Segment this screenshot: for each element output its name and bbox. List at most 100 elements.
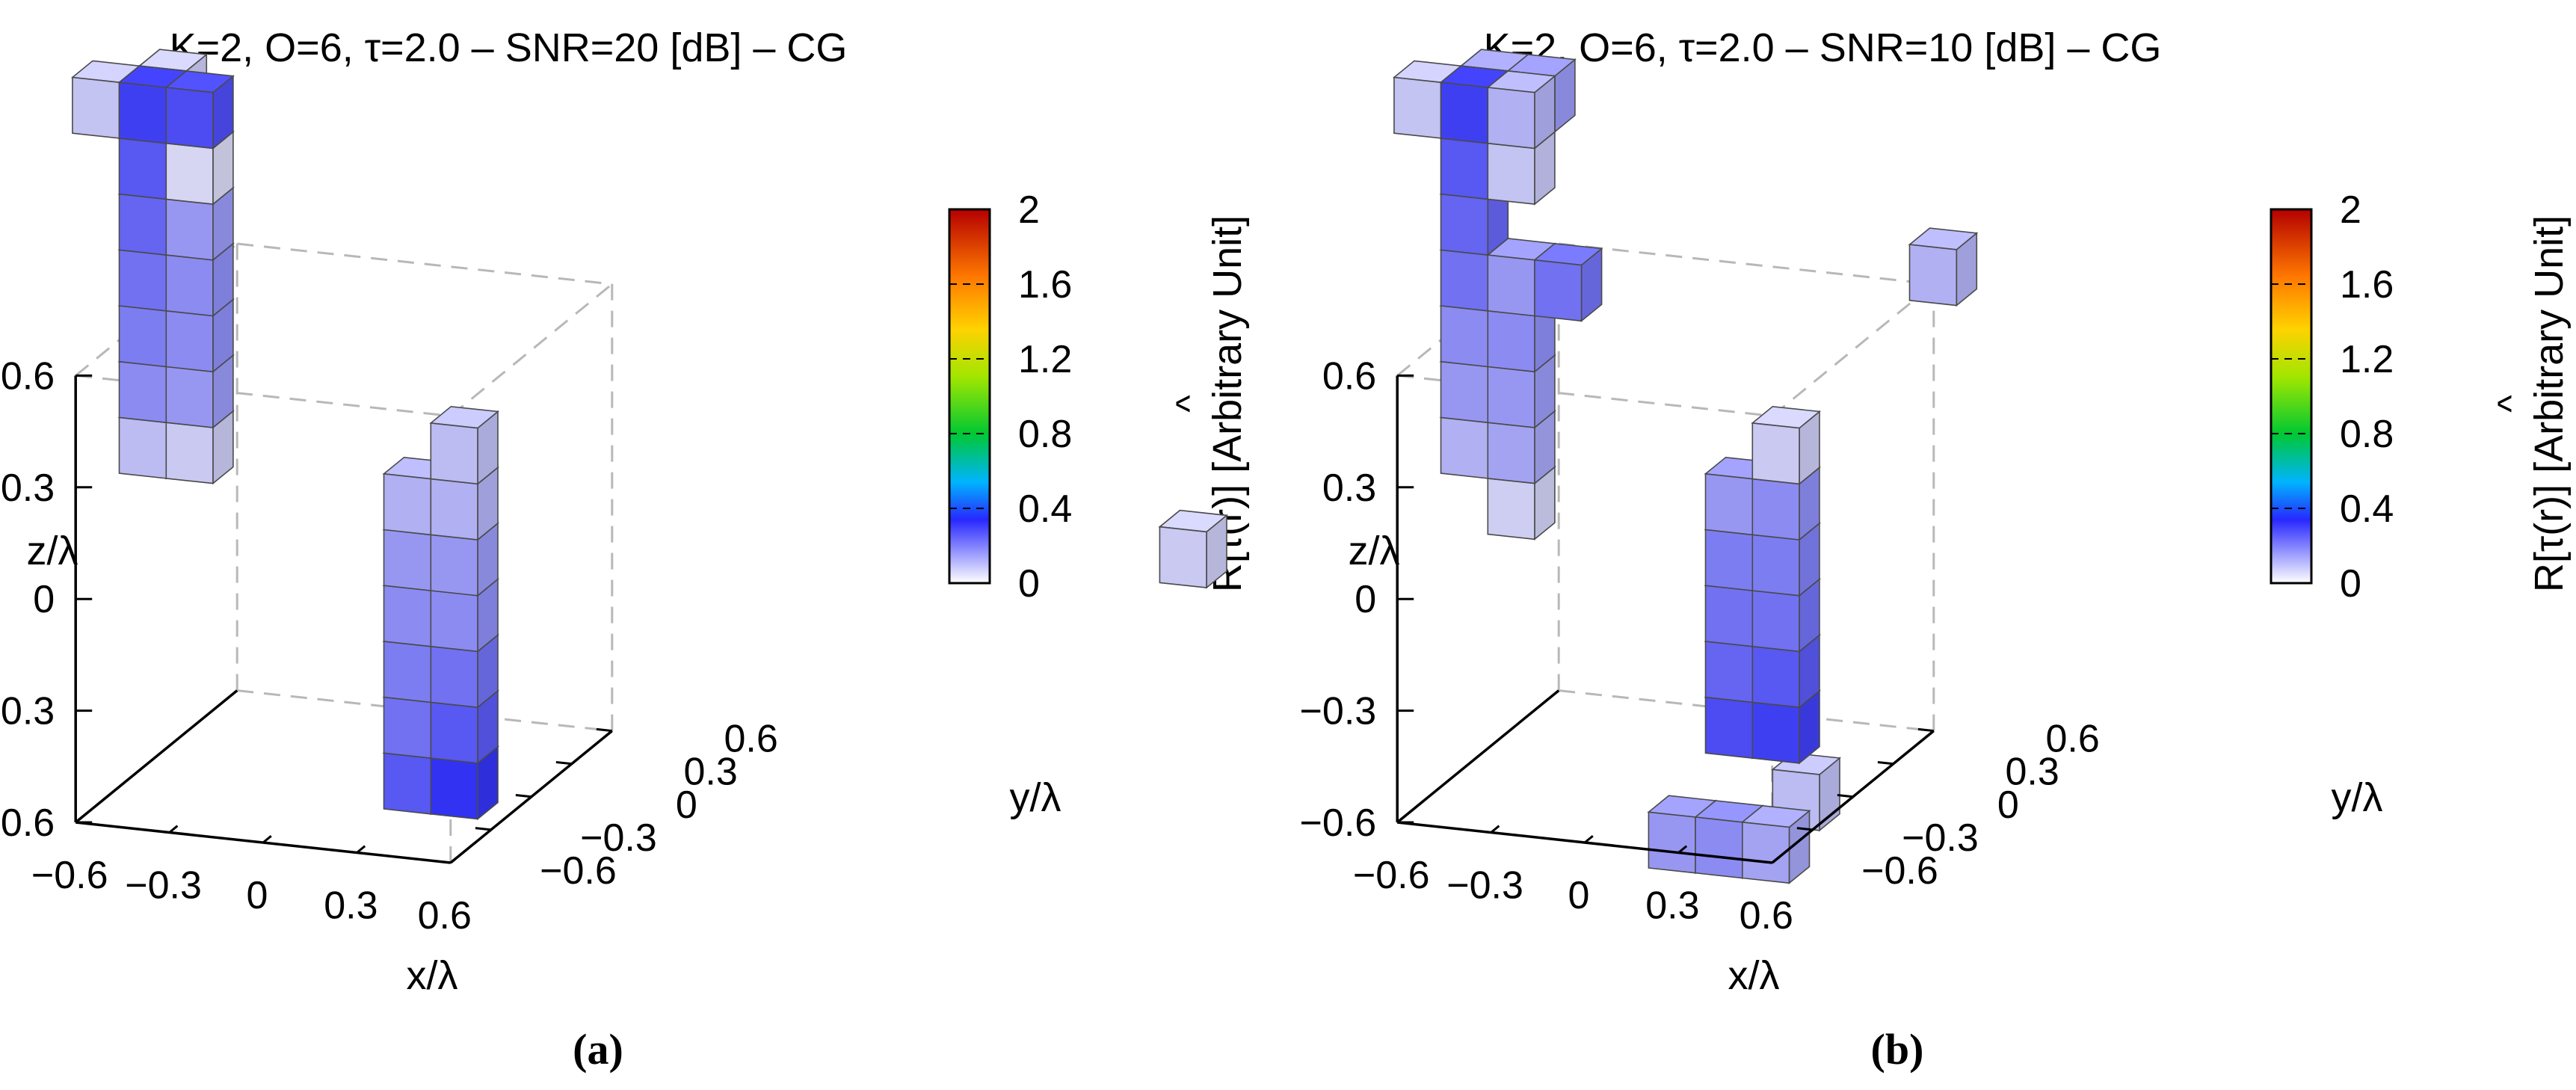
voxel-front-face <box>430 757 478 820</box>
voxel-front-face <box>1393 76 1442 139</box>
voxel-front-face <box>1440 416 1489 479</box>
colorbar-tick-label: 1.2 <box>2340 338 2394 381</box>
z-tick-label: −0.3 <box>1300 690 1377 733</box>
colorbar-tick-label: 0.8 <box>1018 413 1072 456</box>
voxel-front-face <box>1741 821 1790 884</box>
y-tick <box>1877 760 1894 766</box>
panel-a-voxels <box>70 49 499 821</box>
voxel-front-face <box>118 81 167 144</box>
voxel-front-face <box>1487 366 1535 428</box>
panel-b-title: K=2, O=6, τ=2.0 – SNR=10 [dB] – CG <box>1484 25 2162 70</box>
z-tick-label: 0.3 <box>1 467 55 510</box>
colorbar-tick-label: 1.2 <box>1018 338 1072 381</box>
panel-a-colorbar-hat: ^ <box>1168 395 1210 413</box>
voxel-front-face <box>1487 142 1535 205</box>
voxel-front-face <box>383 529 432 591</box>
voxel-front-face <box>430 422 478 485</box>
voxel-front-face <box>1751 534 1800 597</box>
x-tick <box>1771 855 1781 864</box>
voxel-front-face <box>165 198 214 261</box>
voxel-front-face <box>1440 193 1489 256</box>
voxel-front-face <box>1751 645 1800 708</box>
x-tick-label: 0.3 <box>1645 884 1699 928</box>
voxel-front-face <box>430 590 478 653</box>
voxel-front-face <box>1704 585 1754 647</box>
voxel <box>1486 70 1556 150</box>
voxel-front-face <box>165 142 214 205</box>
z-tick-label: −0.6 <box>0 801 55 845</box>
voxel-front-face <box>72 76 120 139</box>
panel-a-caption: (a) <box>573 1025 623 1074</box>
y-tick <box>1756 860 1772 864</box>
axis-line <box>1771 730 1935 864</box>
voxel-front-face <box>118 305 167 368</box>
voxel <box>1751 405 1821 485</box>
voxel-front-face <box>1487 310 1535 373</box>
y-tick <box>434 860 451 864</box>
y-tick-label: 0.3 <box>684 751 738 794</box>
z-tick-label: −0.3 <box>0 690 55 733</box>
voxel-front-face <box>1751 422 1800 485</box>
voxel-front-face <box>1159 526 1207 588</box>
panel-a-title: K=2, O=6, τ=2.0 – SNR=20 [dB] – CG <box>170 25 848 70</box>
voxel-front-face <box>383 752 432 815</box>
y-tick <box>515 794 531 798</box>
x-tick <box>168 825 179 834</box>
voxel <box>1532 242 1603 322</box>
panel-b-colorbar-label: R[τ(r)] [Arbitrary Unit] <box>2527 215 2572 592</box>
panel-b-caption: (b) <box>1871 1025 1924 1074</box>
voxel-front-face <box>1704 529 1754 591</box>
y-tick <box>475 827 491 831</box>
x-tick-label: 0.6 <box>418 894 472 937</box>
y-tick-label: −0.3 <box>1902 816 1979 860</box>
voxel-front-face <box>118 416 167 479</box>
voxel-front-face <box>1487 87 1535 150</box>
voxel-front-face <box>1440 305 1489 368</box>
y-tick-label: 0.3 <box>2006 751 2059 794</box>
voxel-front-face <box>165 254 214 317</box>
y-tick-label: −0.3 <box>580 816 657 860</box>
x-tick-label: 0.3 <box>324 884 378 928</box>
colorbar-gradient <box>948 208 991 585</box>
voxel <box>1158 509 1228 589</box>
voxel-front-face <box>430 534 478 597</box>
y-tick <box>596 727 612 733</box>
x-tick-label: −0.6 <box>31 854 108 897</box>
z-tick-label: 0.6 <box>1322 354 1376 398</box>
y-tick <box>1796 827 1813 831</box>
voxel-front-face <box>1751 590 1800 653</box>
y-tick <box>1837 794 1853 798</box>
y-tick <box>1917 727 1934 733</box>
z-tick-label: 0 <box>1355 578 1376 621</box>
y-tick-label: −0.6 <box>540 849 617 893</box>
colorbar-tick-label: 0.4 <box>1018 487 1072 531</box>
voxel-front-face <box>383 641 432 703</box>
x-tick-label: −0.3 <box>125 864 202 908</box>
z-tick-label: 0.6 <box>1 354 55 398</box>
x-tick <box>1490 825 1500 834</box>
voxel <box>1908 227 1979 307</box>
voxel-front-face <box>430 478 478 541</box>
panel-b-colorbar-hat: ^ <box>2490 395 2532 413</box>
panel-b-voxels <box>1158 49 1979 884</box>
voxel-front-face <box>1440 360 1489 424</box>
panel-a-colorbar: 0 0.4 0.8 1.2 1.6 2 <box>948 188 1072 606</box>
panel-b-axes: −0.6 −0.3 0 0.3 0.6−0.6−0.300.30.6−0.6−0.300… <box>1300 354 2100 937</box>
voxel-front-face <box>1704 641 1754 703</box>
voxel-front-face <box>1534 259 1583 322</box>
x-tick-label: −0.6 <box>1353 854 1430 897</box>
voxel-front-face <box>1695 816 1743 879</box>
panel-a-ylabel: y/λ <box>1009 775 1061 820</box>
voxel-front-face <box>1908 244 1958 307</box>
z-tick-label: 0 <box>33 578 55 621</box>
panel-b: K=2, O=6, τ=2.0 – SNR=10 [dB] – CG −0.6 −… <box>1158 25 2572 1074</box>
y-tick-label: 0.6 <box>2046 718 2100 761</box>
box-edge <box>1559 242 1934 286</box>
voxel-front-face <box>1751 478 1800 541</box>
colorbar-tick-label: 0 <box>2340 562 2361 606</box>
y-tick-label: 0.6 <box>724 718 778 761</box>
voxel-front-face <box>118 249 167 312</box>
panel-a: K=2, O=6, τ=2.0 – SNR=20 [dB] – CG −0.6−… <box>0 25 1250 1074</box>
box-edge <box>1771 283 1935 417</box>
